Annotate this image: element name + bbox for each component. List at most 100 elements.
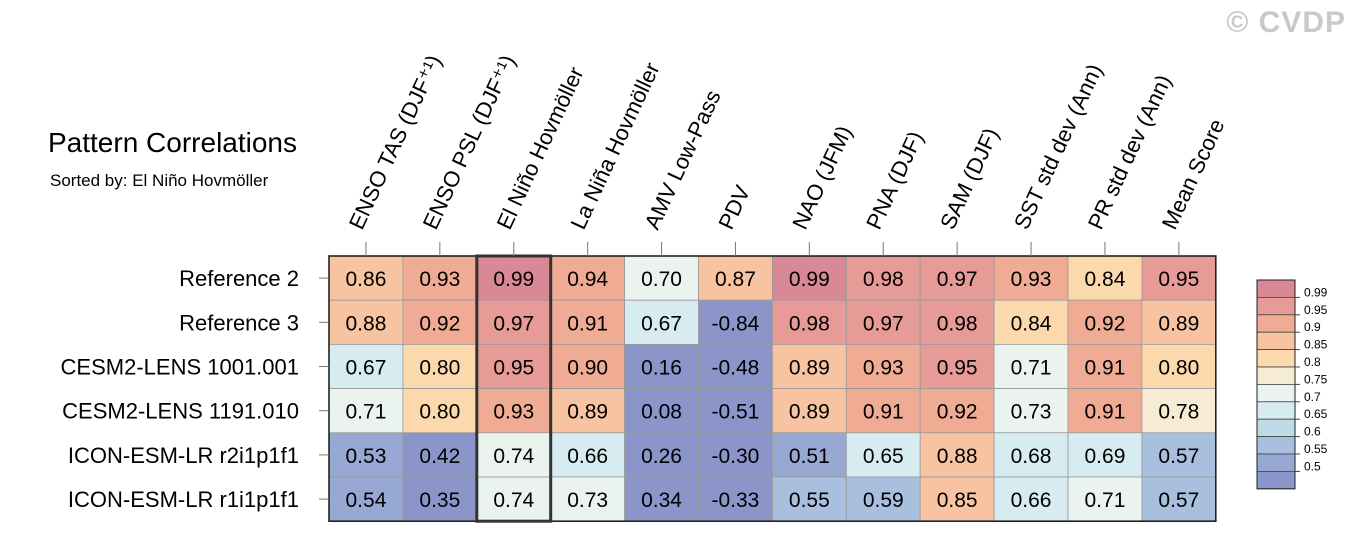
heatmap-cell xyxy=(772,343,847,389)
colorbar-swatch xyxy=(1256,279,1296,298)
heatmap-cell xyxy=(624,432,699,478)
cell-value-label: 0.16 xyxy=(641,357,682,380)
cell-value-label: 0.84 xyxy=(1085,268,1126,291)
heatmap-cell xyxy=(919,388,995,434)
colorbar-swatch xyxy=(1256,436,1296,455)
heatmap-cell xyxy=(772,476,847,522)
cell-value-label: -0.84 xyxy=(712,312,760,335)
cell-value-label: 0.95 xyxy=(1158,268,1199,291)
heatmap-cell xyxy=(919,299,995,345)
cell-value-label: 0.89 xyxy=(1158,312,1199,335)
colorbar-swatch xyxy=(1256,401,1296,420)
heatmap-cell xyxy=(698,388,773,434)
heatmap-cell xyxy=(993,476,1069,522)
row-label: Reference 2 xyxy=(179,266,299,291)
heatmap-cell xyxy=(476,432,552,478)
heatmap-cell xyxy=(845,299,921,345)
cell-value-label: 0.80 xyxy=(419,401,460,424)
cell-value-label: 0.71 xyxy=(1085,489,1126,512)
cell-value-label: 0.92 xyxy=(419,312,460,335)
cell-value-label: 0.98 xyxy=(863,268,904,291)
heatmap-cell xyxy=(476,388,552,434)
cell-value-label: 0.89 xyxy=(567,401,608,424)
cell-value-label: 0.67 xyxy=(346,357,387,380)
cell-value-label: 0.86 xyxy=(346,268,387,291)
colorbar-swatch xyxy=(1256,331,1296,351)
heatmap-cell xyxy=(845,255,921,301)
colorbar-label: 0.75 xyxy=(1304,372,1328,386)
heatmap-cell xyxy=(993,388,1069,434)
colorbar-label: 0.7 xyxy=(1304,390,1321,404)
heatmap-cell xyxy=(1141,388,1217,434)
cell-value-label: 0.08 xyxy=(641,401,682,424)
colorbar-label: 0.55 xyxy=(1304,442,1328,456)
heatmap-cell xyxy=(1067,388,1143,434)
row-label: ICON-ESM-LR r1i1p1f1 xyxy=(68,487,299,512)
colorbar-swatch xyxy=(1256,470,1296,490)
heatmap-cell xyxy=(550,343,626,389)
cell-value-label: 0.88 xyxy=(937,445,978,468)
heatmap-cell xyxy=(1141,255,1217,301)
heatmap-cell xyxy=(476,343,552,389)
heatmap-cell xyxy=(919,476,995,522)
heatmap-cell xyxy=(328,476,404,522)
colorbar-swatch xyxy=(1256,296,1296,316)
colorbar-swatch xyxy=(1256,314,1296,333)
cell-value-label: 0.70 xyxy=(641,268,682,291)
heatmap-cell xyxy=(402,255,478,301)
cell-value-label: 0.69 xyxy=(1085,445,1126,468)
cell-value-label: 0.92 xyxy=(1085,312,1126,335)
cell-value-label: 0.73 xyxy=(567,489,608,512)
cell-value-label: 0.67 xyxy=(641,312,682,335)
heatmap-cell xyxy=(698,299,773,345)
heatmap-cell xyxy=(993,299,1069,345)
heatmap-cell xyxy=(1067,432,1143,478)
cell-value-label: 0.93 xyxy=(1011,268,1052,291)
cell-value-label: 0.97 xyxy=(937,268,978,291)
cell-value-label: 0.93 xyxy=(419,268,460,291)
chart-subtitle: Sorted by: El Niño Hovmöller xyxy=(50,171,269,190)
cell-value-label: 0.89 xyxy=(789,401,830,424)
cell-value-label: 0.74 xyxy=(493,445,534,468)
heatmap-cell xyxy=(772,388,847,434)
cell-value-label: 0.51 xyxy=(789,445,830,468)
heatmap-cell xyxy=(993,255,1069,301)
cell-value-label: 0.71 xyxy=(1011,357,1052,380)
cell-value-label: 0.59 xyxy=(863,489,904,512)
heatmap-cell xyxy=(624,343,699,389)
cell-value-label: 0.78 xyxy=(1158,401,1199,424)
heatmap-cell xyxy=(550,255,626,301)
heatmap-cell xyxy=(845,476,921,522)
cell-value-label: 0.95 xyxy=(937,357,978,380)
colorbar-swatch xyxy=(1256,366,1296,385)
cell-value-label: 0.95 xyxy=(493,357,534,380)
cell-value-label: 0.92 xyxy=(937,401,978,424)
heatmap-cell xyxy=(624,299,699,345)
heatmap-cell xyxy=(328,388,404,434)
heatmap-cell xyxy=(698,476,773,522)
cell-value-label: 0.91 xyxy=(1085,401,1126,424)
cell-value-label: 0.68 xyxy=(1011,445,1052,468)
cell-value-label: 0.99 xyxy=(493,268,534,291)
cell-value-label: 0.91 xyxy=(863,401,904,424)
cell-value-label: 0.42 xyxy=(419,445,460,468)
column-label: PDV xyxy=(713,181,755,233)
cell-value-label: 0.91 xyxy=(1085,357,1126,380)
column-label: Mean Score xyxy=(1157,115,1230,233)
cell-value-label: 0.66 xyxy=(567,445,608,468)
cell-value-label: 0.87 xyxy=(715,268,756,291)
heatmap-cell xyxy=(328,255,404,301)
heatmap-cell xyxy=(328,432,404,478)
cell-value-label: 0.71 xyxy=(346,401,387,424)
heatmap-cell xyxy=(550,388,626,434)
cell-value-label: 0.65 xyxy=(863,445,904,468)
cell-value-label: 0.93 xyxy=(493,401,534,424)
row-label: Reference 3 xyxy=(179,310,299,335)
heatmap-cell xyxy=(772,432,847,478)
cell-value-label: 0.97 xyxy=(863,312,904,335)
cell-value-label: 0.97 xyxy=(493,312,534,335)
colorbar-swatch xyxy=(1256,383,1296,403)
cell-value-label: 0.55 xyxy=(789,489,830,512)
colorbar-swatch xyxy=(1256,418,1296,438)
colorbar-label: 0.85 xyxy=(1304,338,1328,352)
